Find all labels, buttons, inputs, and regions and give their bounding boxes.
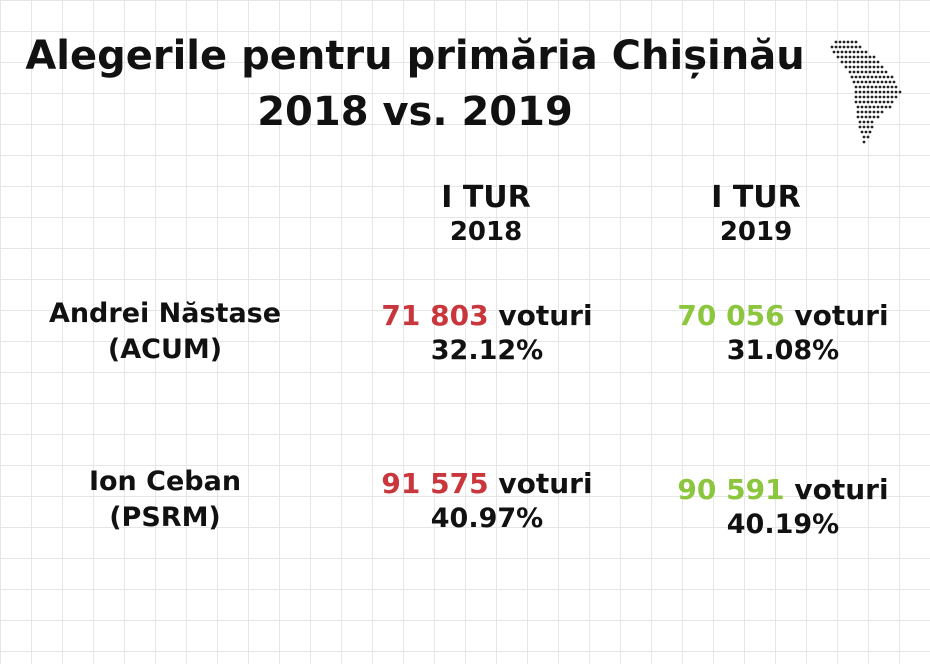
column-round-label: I TUR <box>441 180 531 215</box>
candidate-party: (PSRM) <box>109 502 221 533</box>
page-title: Alegerile pentru primăria Chișinău <box>25 33 805 79</box>
votes-line: 70 056 voturi <box>638 298 928 334</box>
votes-number: 70 056 <box>677 299 785 332</box>
votes-line: 91 575 voturi <box>342 466 632 502</box>
percent-value: 40.97% <box>430 503 544 534</box>
moldova-dotted-map-icon <box>830 40 902 144</box>
column-year-label: 2019 <box>719 217 793 247</box>
percent-value: 32.12% <box>430 335 544 366</box>
candidate-name: Ion Ceban <box>88 466 242 497</box>
result-nastase-2018: 71 803 voturi 32.12% <box>342 298 632 368</box>
votes-unit: voturi <box>498 467 593 500</box>
votes-unit: voturi <box>794 299 889 332</box>
votes-unit: voturi <box>498 299 593 332</box>
votes-number: 91 575 <box>381 467 489 500</box>
column-header-2019: I TUR 2019 <box>646 180 866 248</box>
candidate-ceban: Ion Ceban (PSRM) <box>0 464 330 536</box>
column-year-label: 2018 <box>449 217 523 247</box>
percent-value: 40.19% <box>726 509 840 540</box>
votes-unit: voturi <box>794 473 889 506</box>
votes-number: 90 591 <box>677 473 785 506</box>
candidate-name: Andrei Năstase <box>48 298 282 329</box>
votes-line: 71 803 voturi <box>342 298 632 334</box>
result-ceban-2019: 90 591 voturi 40.19% <box>638 472 928 542</box>
votes-number: 71 803 <box>381 299 489 332</box>
candidate-nastase: Andrei Năstase (ACUM) <box>0 296 330 368</box>
result-ceban-2018: 91 575 voturi 40.97% <box>342 466 632 536</box>
votes-line: 90 591 voturi <box>638 472 928 508</box>
page-subtitle: 2018 vs. 2019 <box>257 89 573 135</box>
result-nastase-2019: 70 056 voturi 31.08% <box>638 298 928 368</box>
candidate-party: (ACUM) <box>107 334 223 365</box>
column-header-2018: I TUR 2018 <box>376 180 596 248</box>
percent-value: 31.08% <box>726 335 840 366</box>
column-round-label: I TUR <box>711 180 801 215</box>
